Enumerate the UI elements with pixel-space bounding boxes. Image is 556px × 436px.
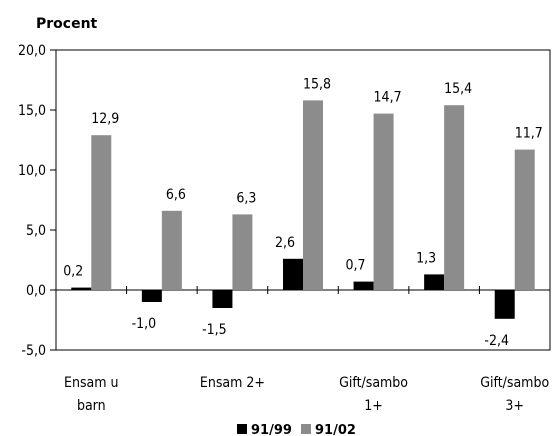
bar-91-99 [212,290,233,308]
data-label: 0,2 [63,264,83,280]
data-label: 6,3 [236,190,256,206]
y-tick-label: 20,0 [18,43,46,59]
bar-91-99 [424,274,445,290]
legend-label: 91/99 [251,423,292,436]
y-tick-label: 0,0 [26,283,46,299]
data-label: 11,7 [515,126,543,142]
x-category-label: 1+ [364,398,383,414]
data-label: 15,8 [303,76,331,92]
x-category-label: Gift/sambo [480,375,549,391]
data-label: -1,0 [132,316,157,332]
y-tick-label: 15,0 [18,103,46,119]
data-label: 14,7 [374,90,402,106]
bar-91-99 [71,287,92,290]
bar-91-02 [91,135,112,290]
bar-91-02 [161,210,182,290]
bar-91-02 [514,149,535,290]
data-label: -1,5 [202,322,227,338]
plot-area: -5,0 0,0 5,0 10,0 15,0 20,0 0,2 -1,0 -1,5 2,6 0,7 1… [18,43,551,414]
x-category-label: Ensam u [64,375,118,391]
data-label: 15,4 [444,81,472,97]
bar-91-99 [494,290,515,319]
data-label: 1,3 [416,250,436,266]
x-category-label: Ensam 2+ [200,375,265,391]
legend-swatch [301,424,311,434]
bar-91-02 [444,105,465,290]
bar-91-99 [353,281,374,290]
plot-frame [55,49,551,351]
bar-91-02 [373,113,394,290]
x-category-label: barn [77,398,106,414]
data-label: 2,6 [275,235,295,251]
bar-91-99 [141,290,162,302]
data-label: 6,6 [166,187,186,203]
legend-swatch [237,424,247,434]
data-label: 0,7 [346,258,366,274]
data-label: 12,9 [91,111,119,127]
bar-91-02 [232,214,253,290]
bar-91-99 [283,258,303,290]
bar-91-02 [303,100,323,291]
x-category-label: 3+ [505,398,524,414]
data-label: -2,4 [484,333,509,349]
y-tick-label: -5,0 [21,343,46,359]
y-tick-label: 5,0 [26,223,46,239]
y-tick-label: 10,0 [18,163,46,179]
legend-label: 91/02 [315,423,356,436]
y-axis-title: Procent [36,16,98,32]
legend: 91/99 91/02 [237,423,356,436]
x-category-label: Gift/sambo [339,375,408,391]
